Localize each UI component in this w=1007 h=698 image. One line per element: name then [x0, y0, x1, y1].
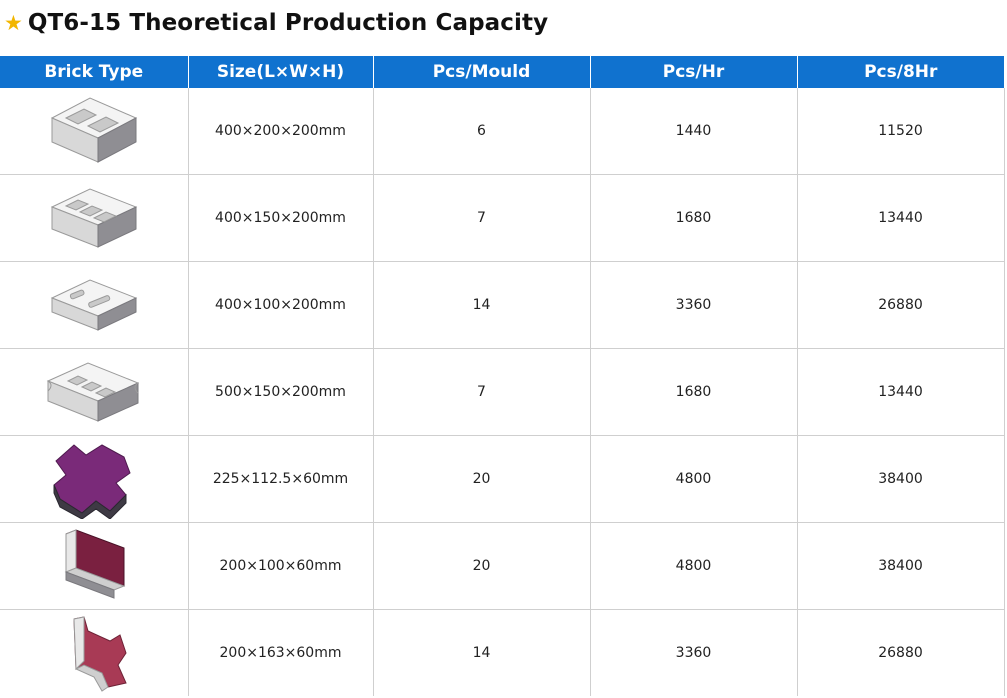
- page-title: ★ QT6-15 Theoretical Production Capacity: [4, 6, 548, 40]
- table-row: 400×150×200mm 7 1680 13440: [0, 174, 1005, 262]
- table-row: 500×150×200mm 7 1680 13440: [0, 348, 1005, 436]
- pcs-hr-cell: 3360: [590, 609, 798, 696]
- header-size: Size(L×W×H): [188, 56, 374, 88]
- size-cell: 400×150×200mm: [188, 174, 374, 262]
- pcs-8hr-cell: 11520: [797, 88, 1005, 175]
- production-capacity-table: Brick Type Size(L×W×H) Pcs/Mould Pcs/Hr …: [0, 56, 1005, 696]
- pcs-hr-cell: 1680: [590, 348, 798, 436]
- table-row: 400×200×200mm 6 1440 11520: [0, 88, 1005, 175]
- pcs-hr-cell: 1680: [590, 174, 798, 262]
- pcs-mould-cell: 6: [373, 88, 591, 175]
- hollow-block-grooved-icon: [46, 362, 140, 422]
- size-cell: 200×163×60mm: [188, 609, 374, 696]
- rectangular-paver-maroon-icon: [64, 529, 126, 599]
- header-pcs-8hr: Pcs/8Hr: [797, 56, 1004, 88]
- size-cell: 400×100×200mm: [188, 261, 374, 349]
- pcs-mould-cell: 20: [373, 435, 591, 523]
- pcs-hr-cell: 4800: [590, 522, 798, 610]
- pcs-mould-cell: 14: [373, 609, 591, 696]
- size-cell: 500×150×200mm: [188, 348, 374, 436]
- header-pcs-mould: Pcs/Mould: [373, 56, 591, 88]
- table-row: 200×163×60mm 14 3360 26880: [0, 609, 1005, 696]
- header-pcs-hr: Pcs/Hr: [590, 56, 798, 88]
- pcs-8hr-cell: 13440: [797, 348, 1005, 436]
- pcs-8hr-cell: 38400: [797, 522, 1005, 610]
- zigzag-paver-purple-icon: [53, 444, 131, 519]
- brick-type-cell: [0, 522, 189, 610]
- pcs-mould-cell: 20: [373, 522, 591, 610]
- pcs-mould-cell: 7: [373, 174, 591, 262]
- star-icon: ★: [4, 10, 23, 35]
- hollow-block-2-cavity-icon: [50, 97, 137, 163]
- header-brick-type: Brick Type: [0, 56, 189, 88]
- brick-type-cell: [0, 174, 189, 262]
- pcs-hr-cell: 4800: [590, 435, 798, 523]
- pcs-8hr-cell: 26880: [797, 261, 1005, 349]
- pcs-hr-cell: 3360: [590, 261, 798, 349]
- size-cell: 400×200×200mm: [188, 88, 374, 175]
- table-row: 225×112.5×60mm 20 4800 38400: [0, 435, 1005, 523]
- size-cell: 225×112.5×60mm: [188, 435, 374, 523]
- pcs-8hr-cell: 13440: [797, 174, 1005, 262]
- page-title-text: QT6-15 Theoretical Production Capacity: [27, 10, 549, 36]
- pcs-mould-cell: 14: [373, 261, 591, 349]
- brick-type-cell: [0, 88, 189, 175]
- hollow-block-3-cavity-icon: [50, 188, 138, 248]
- table-row: 400×100×200mm 14 3360 26880: [0, 261, 1005, 349]
- pcs-8hr-cell: 26880: [797, 609, 1005, 696]
- pcs-8hr-cell: 38400: [797, 435, 1005, 523]
- brick-type-cell: [0, 261, 189, 349]
- table-row: 200×100×60mm 20 4800 38400: [0, 522, 1005, 610]
- brick-type-cell: [0, 348, 189, 436]
- pcs-mould-cell: 7: [373, 348, 591, 436]
- i-shape-paver-red-icon: [73, 616, 127, 692]
- size-cell: 200×100×60mm: [188, 522, 374, 610]
- brick-type-cell: [0, 435, 189, 523]
- hollow-block-thin-icon: [50, 279, 138, 331]
- table-header-row: Brick Type Size(L×W×H) Pcs/Mould Pcs/Hr …: [0, 56, 1004, 88]
- pcs-hr-cell: 1440: [590, 88, 798, 175]
- brick-type-cell: [0, 609, 189, 696]
